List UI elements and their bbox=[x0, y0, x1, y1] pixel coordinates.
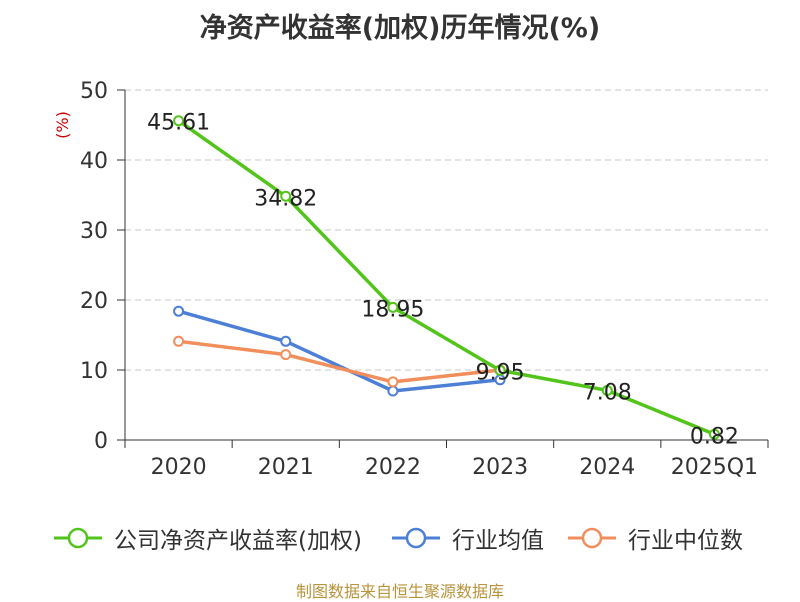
data-source-note: 制图数据来自恒生聚源数据库 bbox=[295, 582, 504, 601]
y-tick-label: 10 bbox=[80, 359, 108, 384]
data-point[interactable] bbox=[601, 384, 613, 396]
y-tick-label: 40 bbox=[80, 149, 108, 174]
series-line-0 bbox=[176, 118, 717, 437]
data-point[interactable] bbox=[173, 335, 185, 347]
series-line-1 bbox=[176, 309, 502, 393]
data-label: 45.61 bbox=[147, 111, 210, 136]
data-point[interactable] bbox=[280, 335, 292, 347]
y-axis-label: (%) bbox=[53, 111, 72, 139]
x-tick-label: 2022 bbox=[365, 455, 421, 480]
legend-swatch-company-roe bbox=[54, 527, 102, 549]
data-point[interactable] bbox=[708, 428, 720, 440]
legend-label-industry-mean: 行业均值 bbox=[452, 528, 544, 554]
data-point[interactable] bbox=[280, 349, 292, 361]
legend: 公司净资产收益率(加权) 行业均值 行业中位数 bbox=[0, 518, 800, 558]
data-label: 7.08 bbox=[583, 380, 632, 405]
data-label: 34.82 bbox=[254, 186, 317, 211]
data-label: 9.95 bbox=[476, 360, 525, 385]
data-point[interactable] bbox=[173, 305, 185, 317]
data-point[interactable] bbox=[173, 115, 185, 127]
data-point[interactable] bbox=[387, 301, 399, 313]
x-tick-label: 2021 bbox=[258, 455, 314, 480]
x-tick-label: 2020 bbox=[151, 455, 207, 480]
y-tick-label: 20 bbox=[80, 289, 108, 314]
data-point[interactable] bbox=[387, 376, 399, 388]
legend-swatch-industry-mean bbox=[392, 527, 440, 549]
y-tick-label: 0 bbox=[94, 429, 108, 454]
data-point[interactable] bbox=[280, 190, 292, 202]
y-tick-label: 50 bbox=[80, 79, 108, 104]
data-label: 18.95 bbox=[361, 297, 424, 322]
x-tick-label: 2024 bbox=[579, 455, 635, 480]
series-line-2 bbox=[176, 339, 502, 384]
legend-label-company-roe: 公司净资产收益率(加权) bbox=[114, 528, 362, 554]
data-label: 0.82 bbox=[690, 424, 739, 449]
legend-item-industry-mean[interactable]: 行业均值 bbox=[390, 518, 544, 558]
y-tick-label: 30 bbox=[80, 219, 108, 244]
legend-item-industry-median[interactable]: 行业中位数 bbox=[566, 518, 743, 558]
chart-title: 净资产收益率(加权)历年情况(%) bbox=[199, 13, 601, 44]
legend-label-industry-median: 行业中位数 bbox=[628, 528, 743, 554]
data-point[interactable] bbox=[387, 385, 399, 397]
legend-swatch-industry-median bbox=[568, 527, 616, 549]
x-tick-label: 2023 bbox=[472, 455, 528, 480]
data-point[interactable] bbox=[494, 364, 506, 376]
x-tick-label: 2025Q1 bbox=[671, 455, 758, 480]
legend-item-company-roe[interactable]: 公司净资产收益率(加权) bbox=[52, 518, 362, 558]
